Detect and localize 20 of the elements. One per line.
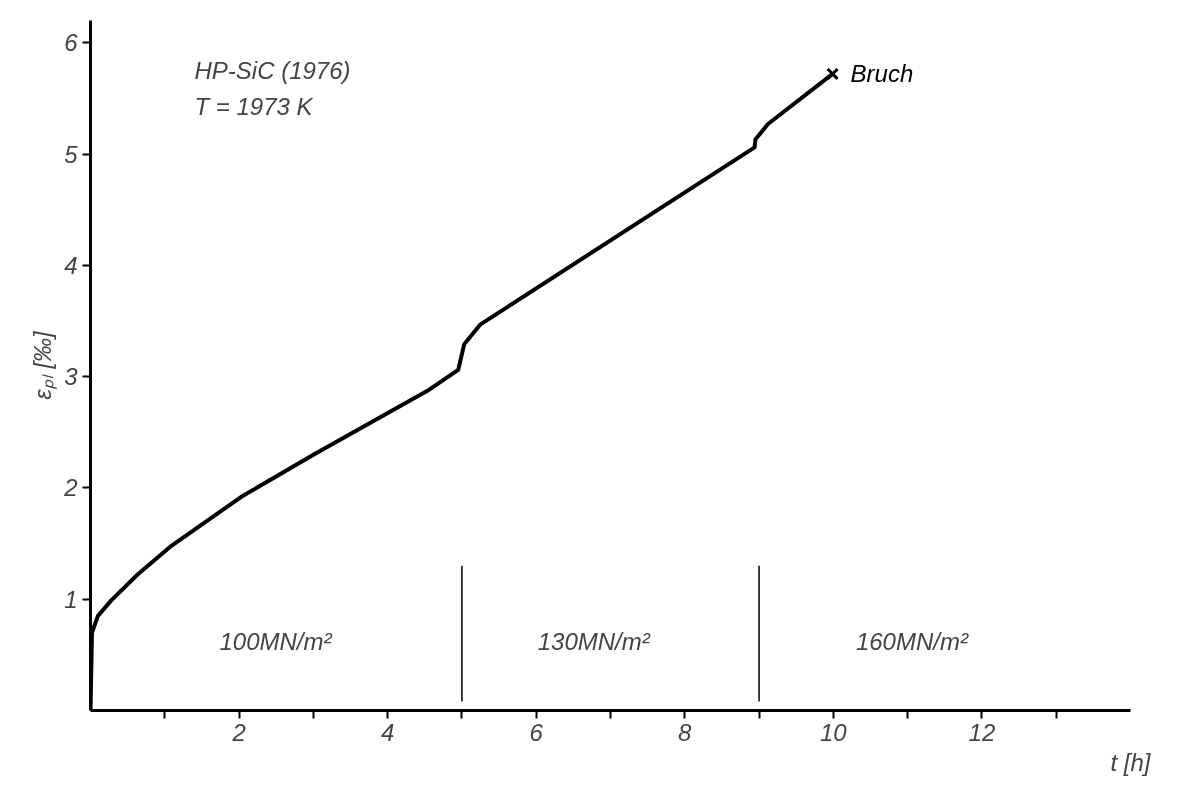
y-tick-label: 3 <box>64 363 79 391</box>
annotation: 130MN/m² <box>537 628 651 655</box>
annotation: T = 1973 K <box>194 92 314 120</box>
x-tick-label: 10 <box>820 718 848 746</box>
y-tick-label: 6 <box>64 29 79 57</box>
y-axis-title: εₚₗ [‰] <box>29 329 58 400</box>
y-tick-label: 1 <box>64 585 78 613</box>
x-tick-label: 2 <box>231 718 246 746</box>
x-tick-label: 8 <box>678 718 693 746</box>
annotation: 100MN/m² <box>219 628 333 655</box>
annotation: 160MN/m² <box>855 628 969 655</box>
annotation: HP-SiC (1976) <box>194 57 351 85</box>
x-tick-label: 6 <box>529 718 544 746</box>
y-tick-label: 2 <box>63 474 78 502</box>
x-tick-label: 12 <box>968 718 996 746</box>
x-axis-title: t [h] <box>1110 748 1152 776</box>
y-tick-label: 5 <box>64 140 79 168</box>
y-tick-label: 4 <box>64 251 78 279</box>
x-tick-label: 4 <box>380 718 395 746</box>
series-label: Bruch <box>850 60 914 88</box>
